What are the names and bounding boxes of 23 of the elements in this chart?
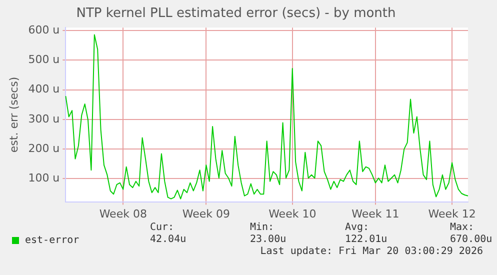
- y-axis-title: est. err (secs): [7, 76, 20, 153]
- y-tick-label: 200 u: [28, 142, 60, 155]
- text: Cur:: [150, 222, 174, 233]
- x-tick-label: Week 12: [428, 207, 476, 220]
- chart-title: NTP kernel PLL estimated error (secs) - by month: [76, 6, 396, 22]
- y-tick-label: 300 u: [28, 112, 60, 126]
- x-tick-label: Week 11: [352, 207, 400, 220]
- text: 23.00u: [250, 234, 286, 245]
- text: Last update: Fri Mar 20 03:00:29 2026: [260, 246, 483, 257]
- legend-label: est-error: [25, 235, 80, 246]
- y-tick-label: 600 u: [28, 23, 60, 36]
- x-tick-label: Week 08: [99, 207, 147, 220]
- x-tick-label: Week 10: [268, 207, 316, 220]
- text: 122.01u: [345, 234, 388, 245]
- text: Min:: [250, 222, 274, 233]
- text: Avg:: [345, 222, 370, 233]
- text: 42.04u: [150, 234, 186, 245]
- y-tick-label: 100 u: [28, 172, 60, 185]
- y-tick-label: 500 u: [28, 53, 60, 66]
- y-tick-label: 400 u: [28, 82, 60, 96]
- text: 670.00u: [450, 234, 492, 245]
- text: Max:: [450, 222, 474, 233]
- x-tick-label: Week 09: [182, 207, 230, 220]
